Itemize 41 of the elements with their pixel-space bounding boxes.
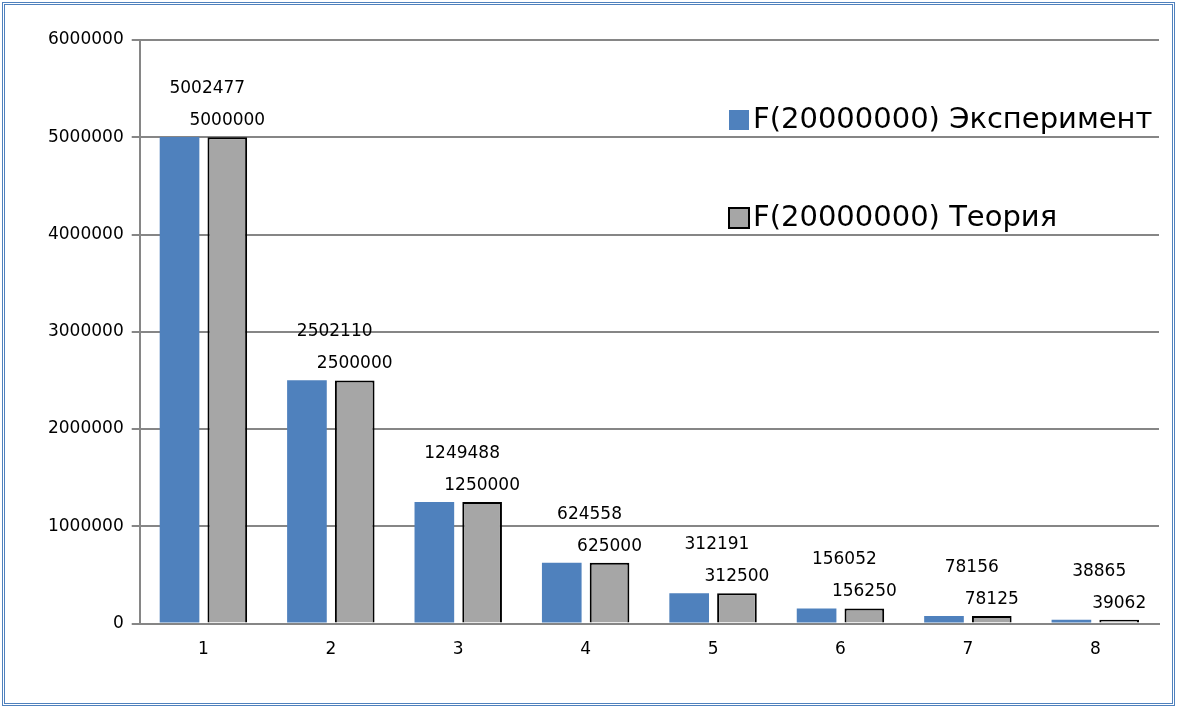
y-tick-label: 3000000	[47, 320, 124, 341]
data-label: 78156	[944, 555, 999, 576]
data-label: 1249488	[424, 441, 500, 462]
bar	[541, 562, 582, 623]
y-tick-label: 6000000	[47, 28, 124, 49]
data-label: 5002477	[169, 76, 246, 97]
data-label: 5000000	[189, 108, 266, 129]
legend-label: F(20000000) Эксперимент	[753, 100, 1153, 135]
bar	[924, 616, 964, 623]
y-tick-label: 1000000	[47, 514, 124, 535]
x-tick-label: 5	[707, 638, 719, 659]
x-tick-label: 1	[198, 638, 209, 659]
bar	[669, 593, 709, 623]
bar	[1051, 619, 1092, 623]
legend-label: F(20000000) Теория	[753, 198, 1058, 233]
y-tick-label: 2000000	[47, 417, 124, 438]
bar	[287, 380, 327, 623]
x-tick-label: 7	[962, 638, 974, 659]
x-tick-label: 2	[325, 638, 337, 659]
x-tick-label: 6	[835, 638, 846, 659]
x-tick-label: 8	[1089, 638, 1101, 659]
bar	[414, 502, 455, 623]
bar	[796, 608, 837, 623]
data-label: 156052	[811, 548, 877, 569]
data-label: 2500000	[316, 352, 393, 373]
data-label: 312191	[684, 533, 750, 554]
data-label: 39062	[1092, 591, 1147, 612]
data-label: 312500	[704, 565, 770, 586]
x-tick-label: 4	[580, 638, 592, 659]
y-tick-label: 0	[112, 612, 124, 633]
data-label: 156250	[831, 580, 897, 601]
data-label: 1250000	[444, 473, 520, 494]
data-label: 625000	[577, 534, 642, 555]
data-label: 38865	[1072, 559, 1127, 580]
y-tick-label: 5000000	[47, 125, 124, 146]
data-label: 624558	[557, 502, 622, 523]
bar	[159, 137, 200, 623]
data-label: 78125	[964, 587, 1019, 608]
x-tick-label: 3	[452, 638, 464, 659]
y-tick-label: 4000000	[47, 222, 124, 243]
data-label: 2502110	[296, 320, 373, 341]
